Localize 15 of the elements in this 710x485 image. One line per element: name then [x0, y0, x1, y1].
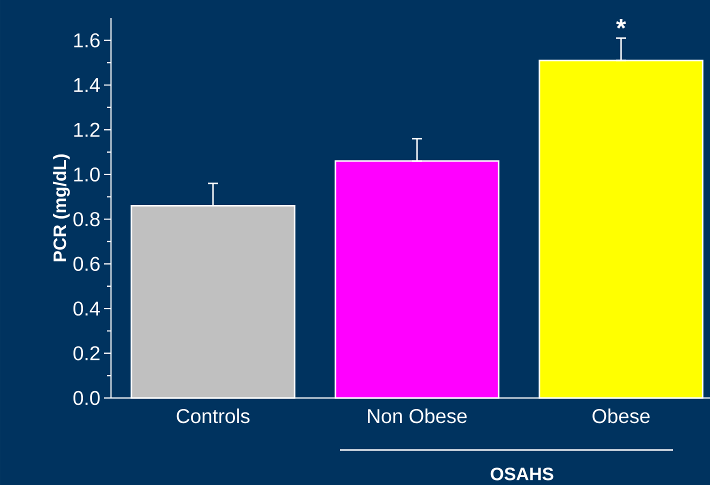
x-tick-label: Non Obese [368, 408, 467, 424]
y-tick-label: 0.8 [73, 212, 100, 226]
y-tick-label: 0.4 [73, 301, 100, 316]
y-axis-title: PCR (mg/dL) [52, 154, 70, 262]
y-tick-label: 0.0 [73, 390, 100, 406]
y-tick-label: 0.6 [73, 256, 100, 271]
y-tick-label: 1.4 [74, 78, 100, 92]
y-tick-label: 1.2 [74, 122, 100, 137]
text: OSAHS [490, 468, 554, 480]
annotation: * [616, 19, 626, 29]
x-tick-label: Controls [176, 408, 250, 424]
y-tick-label: 0.2 [73, 346, 100, 360]
y-tick-label: 1.6 [74, 33, 100, 48]
x-tick-label: Obese [592, 408, 650, 424]
y-tick-label: 1.0 [74, 167, 100, 182]
